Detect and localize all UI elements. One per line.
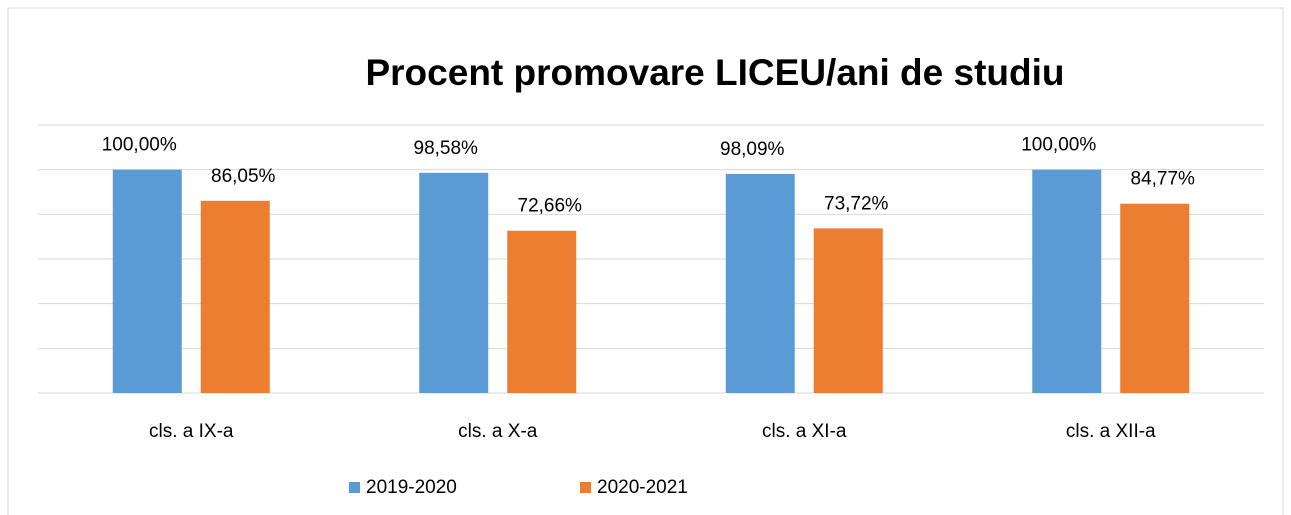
data-label: 100,00% <box>102 135 177 156</box>
legend-label: 2019-2020 <box>366 477 457 498</box>
data-label: 84,77% <box>1131 169 1196 190</box>
bar <box>1120 203 1190 393</box>
bar <box>507 230 577 393</box>
legend-swatch <box>580 482 591 493</box>
chart-frame <box>7 7 1284 515</box>
x-tick-label: cls. a XII-a <box>1066 421 1156 442</box>
data-label: 73,72% <box>824 193 889 214</box>
bar <box>200 200 270 393</box>
data-label: 100,00% <box>1021 135 1096 156</box>
legend-label: 2020-2021 <box>597 477 688 498</box>
chart-title: Procent promovare LICEU/ani de studiu <box>365 52 1064 93</box>
data-label: 98,09% <box>720 139 785 160</box>
data-label: 98,58% <box>414 138 479 159</box>
legend-swatch <box>349 482 360 493</box>
data-label: 86,05% <box>211 166 276 187</box>
data-label: 72,66% <box>518 196 583 217</box>
x-tick-label: cls. a XI-a <box>762 421 847 442</box>
bar <box>112 169 182 393</box>
x-tick-label: cls. a X-a <box>458 421 538 442</box>
bar <box>1032 169 1102 393</box>
bar <box>725 173 795 393</box>
bar <box>419 172 489 393</box>
x-tick-label: cls. a IX-a <box>149 421 234 442</box>
bar <box>813 228 883 393</box>
